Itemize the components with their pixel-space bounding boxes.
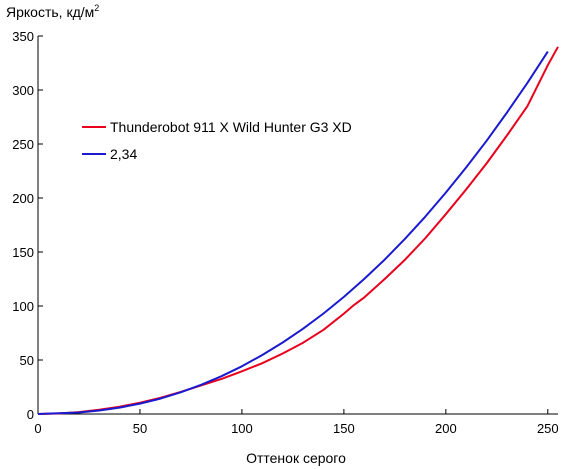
y-axis-title: Яркость, кд/м2 (6, 3, 99, 20)
y-tick-label: 350 (12, 29, 34, 44)
y-tick-label: 150 (12, 245, 34, 260)
legend: Thunderobot 911 X Wild Hunter G3 XD 2,34 (82, 119, 352, 162)
series-lines (37, 46, 559, 415)
y-axis-ticks: 0 50 100 150 200 250 300 350 (12, 29, 43, 422)
series-line-1 (37, 46, 559, 415)
y-tick-label: 50 (20, 353, 34, 368)
plot-area: 0 50 100 150 200 250 0 50 100 150 200 250 300 350 (12, 29, 559, 436)
x-axis-ticks: 0 50 100 150 200 250 (34, 409, 559, 436)
x-tick-label: 150 (333, 421, 355, 436)
y-tick-label: 300 (12, 83, 34, 98)
y-axis-title-superscript: 2 (94, 3, 99, 13)
legend-label-series-1: Thunderobot 911 X Wild Hunter G3 XD (110, 119, 352, 135)
y-tick-label: 250 (12, 137, 34, 152)
y-tick-label: 200 (12, 191, 34, 206)
series-line-2 (37, 51, 549, 415)
x-tick-label: 50 (133, 421, 147, 436)
y-axis-title-text: Яркость, кд/м (6, 4, 94, 20)
legend-label-series-2: 2,34 (110, 146, 137, 162)
x-axis-title: Оттенок серого (246, 450, 346, 466)
y-tick-label: 0 (27, 407, 34, 422)
x-tick-label: 200 (435, 421, 457, 436)
y-tick-label: 100 (12, 299, 34, 314)
x-tick-label: 100 (231, 421, 253, 436)
x-tick-label: 250 (537, 421, 559, 436)
x-tick-label: 0 (34, 421, 41, 436)
